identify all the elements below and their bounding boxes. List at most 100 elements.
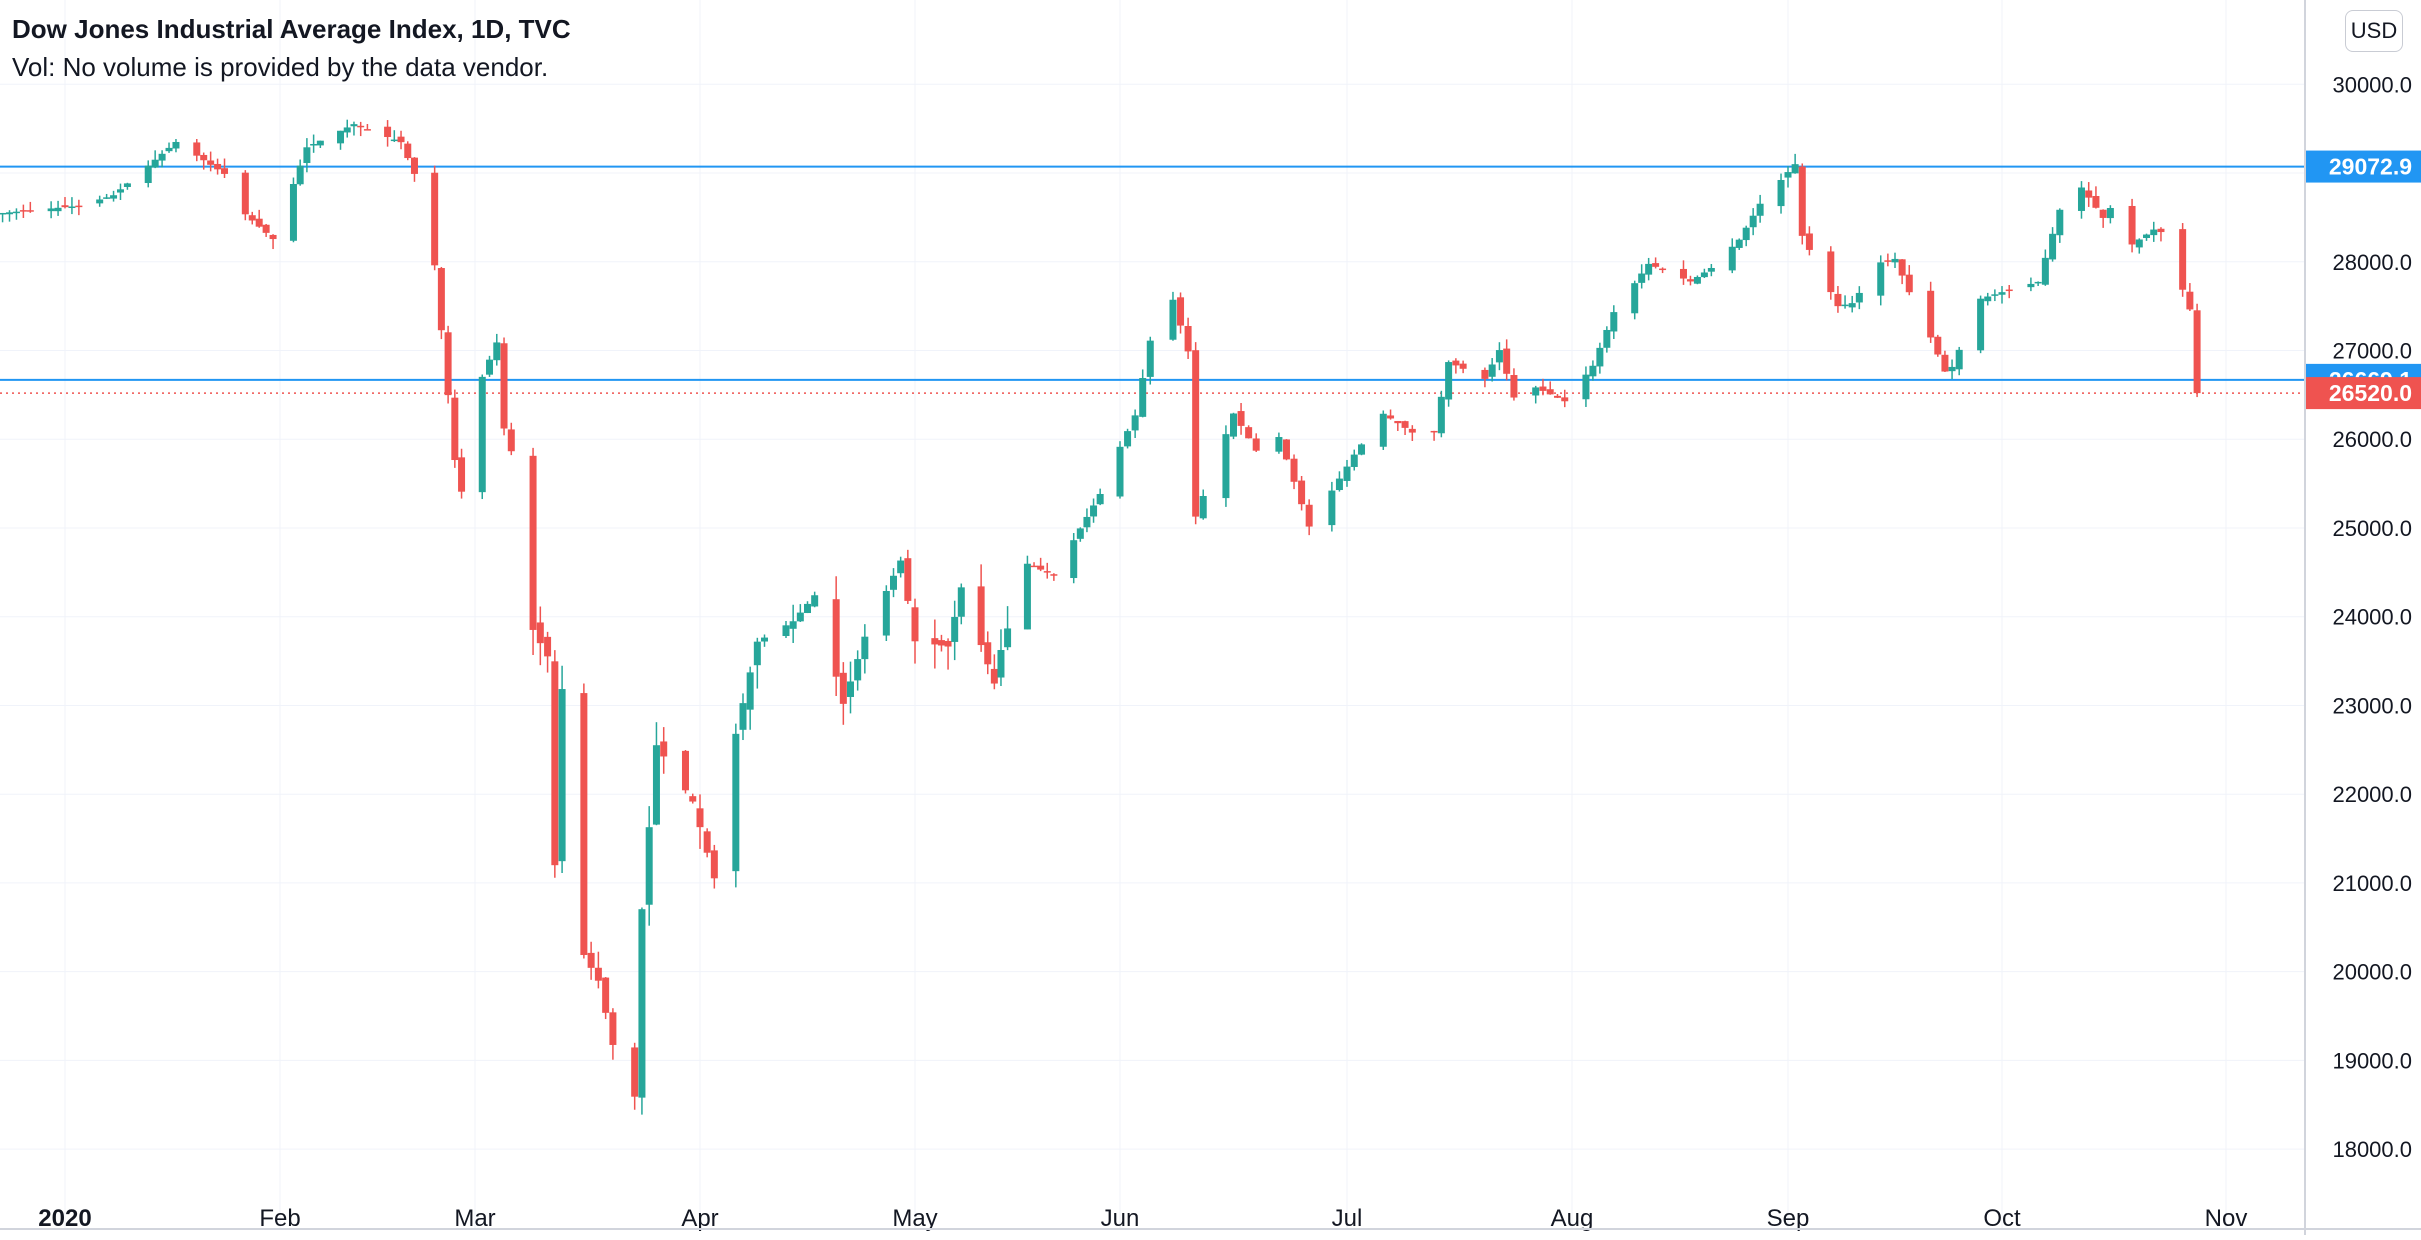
candle-body[interactable]	[990, 668, 998, 684]
candle-body[interactable]	[951, 616, 959, 642]
candle-body[interactable]	[96, 199, 104, 204]
candle-body[interactable]	[796, 612, 804, 622]
candle-body[interactable]	[1083, 516, 1091, 528]
candle-body[interactable]	[832, 599, 840, 677]
candle-body[interactable]	[316, 140, 324, 146]
candle-body[interactable]	[1977, 298, 1985, 351]
candle-body[interactable]	[696, 808, 704, 828]
candle-body[interactable]	[26, 210, 34, 212]
candle-body[interactable]	[1146, 340, 1154, 377]
candle-body[interactable]	[689, 796, 697, 802]
candle-body[interactable]	[904, 558, 912, 601]
candle-body[interactable]	[1742, 227, 1750, 241]
candle-body[interactable]	[1841, 304, 1849, 307]
candle-body[interactable]	[1603, 329, 1611, 348]
candle-body[interactable]	[789, 621, 797, 629]
candle-body[interactable]	[103, 197, 111, 199]
candle-body[interactable]	[310, 143, 318, 146]
candle-body[interactable]	[1459, 363, 1467, 369]
candle-body[interactable]	[1679, 268, 1687, 279]
candle-body[interactable]	[1387, 415, 1395, 419]
candle-body[interactable]	[1452, 360, 1460, 366]
candle-body[interactable]	[337, 130, 345, 144]
candle-body[interactable]	[2041, 257, 2049, 285]
candle-body[interactable]	[861, 636, 869, 660]
candle-body[interactable]	[1955, 349, 1963, 370]
candle-body[interactable]	[1756, 203, 1764, 216]
candle-body[interactable]	[54, 207, 62, 212]
candle-body[interactable]	[609, 1012, 617, 1045]
candle-body[interactable]	[1791, 164, 1799, 174]
candle-body[interactable]	[390, 139, 398, 142]
candle-body[interactable]	[47, 208, 55, 212]
candle-body[interactable]	[1481, 369, 1489, 379]
candle-body[interactable]	[1169, 299, 1177, 340]
candle-body[interactable]	[977, 586, 985, 646]
candle-body[interactable]	[1749, 215, 1757, 228]
candle-body[interactable]	[544, 636, 552, 657]
candle-body[interactable]	[478, 376, 486, 493]
candle-body[interactable]	[61, 205, 69, 208]
candle-body[interactable]	[397, 136, 405, 143]
candle-body[interactable]	[1488, 364, 1496, 377]
candle-body[interactable]	[1298, 480, 1306, 505]
candle-body[interactable]	[2077, 187, 2085, 211]
candle-body[interactable]	[1777, 179, 1785, 207]
candle-body[interactable]	[1891, 258, 1899, 263]
candle-body[interactable]	[1510, 375, 1518, 398]
candle-body[interactable]	[1638, 273, 1646, 283]
candle-body[interactable]	[303, 147, 311, 164]
candle-body[interactable]	[2193, 310, 2201, 394]
candle-body[interactable]	[1927, 290, 1935, 338]
candle-body[interactable]	[193, 142, 201, 156]
candle-body[interactable]	[1050, 574, 1058, 576]
candle-body[interactable]	[444, 332, 452, 396]
candle-body[interactable]	[1379, 413, 1387, 447]
candle-body[interactable]	[214, 163, 222, 170]
candle-body[interactable]	[937, 640, 945, 646]
candle-body[interactable]	[172, 141, 180, 149]
candle-body[interactable]	[1131, 415, 1139, 431]
candle-body[interactable]	[602, 977, 610, 1013]
candle-body[interactable]	[536, 622, 544, 644]
candle-body[interactable]	[19, 210, 27, 212]
candle-body[interactable]	[1784, 172, 1792, 178]
candle-body[interactable]	[1652, 263, 1660, 267]
candle-body[interactable]	[529, 455, 537, 630]
candle-body[interactable]	[1905, 274, 1913, 293]
candle-body[interactable]	[2092, 196, 2100, 208]
candle-body[interactable]	[269, 234, 277, 240]
candle-body[interactable]	[1877, 262, 1885, 296]
candle-body[interactable]	[241, 172, 249, 215]
candle-body[interactable]	[1358, 444, 1366, 455]
candle-body[interactable]	[1030, 565, 1038, 568]
candle-body[interactable]	[262, 224, 270, 233]
candle-body[interactable]	[6, 212, 14, 215]
candle-body[interactable]	[1282, 439, 1290, 460]
candle-body[interactable]	[437, 268, 445, 331]
candle-body[interactable]	[1043, 571, 1051, 573]
candle-body[interactable]	[2027, 283, 2035, 288]
candle-body[interactable]	[2106, 207, 2114, 219]
candle-body[interactable]	[1343, 466, 1351, 481]
candle-body[interactable]	[1408, 428, 1416, 433]
candle-body[interactable]	[1124, 431, 1132, 447]
candle-body[interactable]	[1827, 251, 1835, 293]
candle-body[interactable]	[2135, 239, 2143, 248]
candle-body[interactable]	[911, 607, 919, 642]
candle-body[interactable]	[1139, 378, 1147, 417]
candle-body[interactable]	[957, 587, 965, 617]
candle-body[interactable]	[1728, 246, 1736, 271]
candle-body[interactable]	[2049, 233, 2057, 260]
candle-body[interactable]	[1177, 297, 1185, 326]
candle-body[interactable]	[0, 212, 7, 215]
candle-body[interactable]	[761, 637, 768, 642]
candle-body[interactable]	[1645, 263, 1653, 275]
candle-body[interactable]	[746, 672, 754, 710]
candle-body[interactable]	[410, 157, 418, 174]
candle-body[interactable]	[1805, 233, 1813, 250]
candle-body[interactable]	[1445, 362, 1453, 400]
candle-body[interactable]	[75, 205, 83, 208]
candle-body[interactable]	[1401, 421, 1409, 428]
